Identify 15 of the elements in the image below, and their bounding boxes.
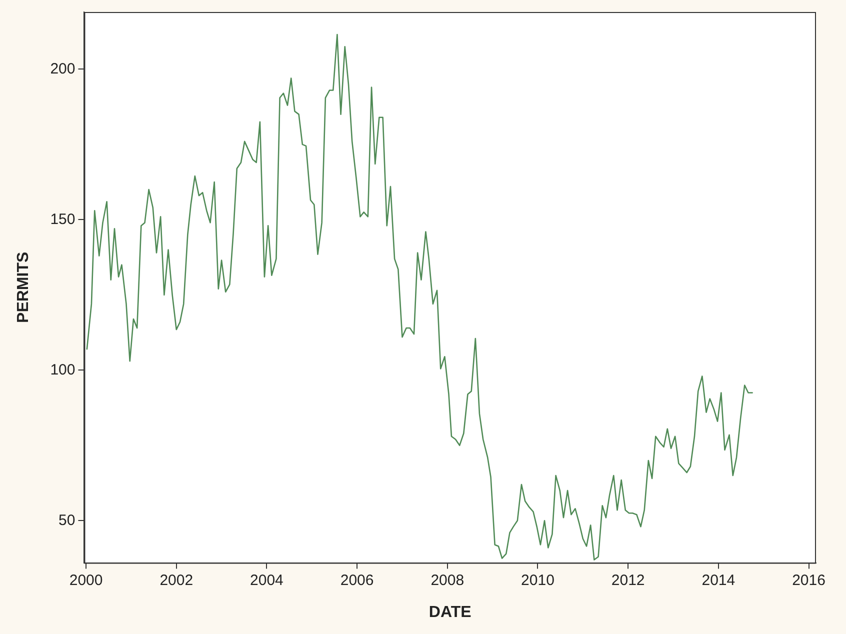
x-tick-label: 2008	[430, 572, 464, 589]
x-tick-label: 2006	[340, 572, 374, 589]
x-tick-label: 2000	[69, 572, 103, 589]
x-tick-label: 2016	[792, 572, 826, 589]
x-tick-label: 2002	[160, 572, 194, 589]
x-tick-label: 2014	[702, 572, 736, 589]
x-tick-label: 2010	[521, 572, 554, 589]
y-tick-label: 50	[58, 512, 76, 529]
y-tick-label: 100	[50, 361, 76, 378]
x-tick-label: 2004	[250, 572, 284, 589]
y-axis-title: PERMITS	[15, 252, 32, 323]
x-axis-title: DATE	[428, 604, 472, 621]
x-tick-label: 2012	[611, 572, 645, 589]
y-tick-label: 150	[50, 210, 76, 228]
y-tick-label: 200	[50, 60, 76, 78]
